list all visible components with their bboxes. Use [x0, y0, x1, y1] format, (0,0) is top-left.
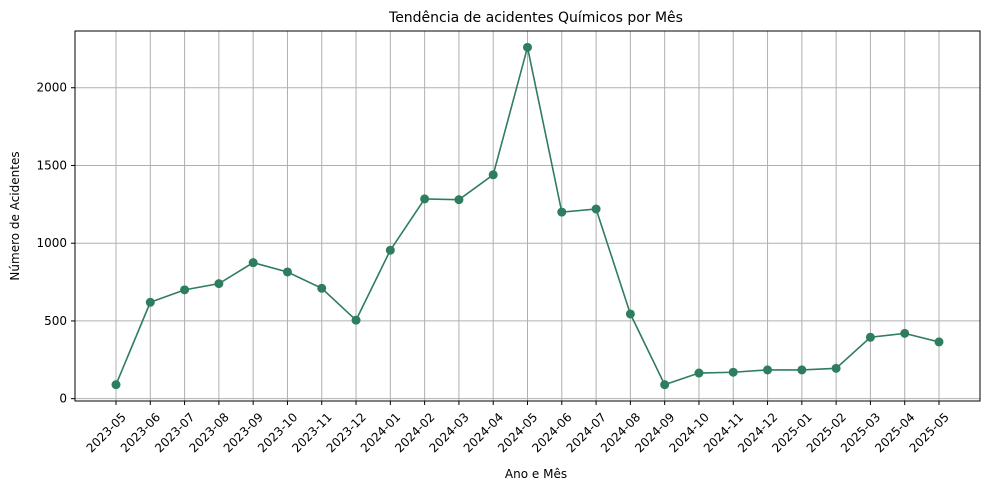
- data-point: [454, 195, 464, 205]
- data-point: [728, 367, 738, 377]
- y-tick-label: 0: [59, 392, 67, 406]
- data-point: [317, 283, 327, 293]
- data-point: [557, 207, 567, 217]
- axes: 2023-052023-062023-072023-082023-092023-…: [36, 81, 951, 456]
- y-tick-label: 1000: [36, 236, 67, 250]
- data-point: [797, 365, 807, 375]
- data-point: [145, 297, 155, 307]
- data-point: [248, 258, 258, 268]
- grid: [75, 31, 980, 401]
- y-tick-label: 2000: [36, 81, 67, 95]
- plot-frame: [74, 30, 981, 402]
- data-point: [523, 42, 532, 52]
- data-point: [282, 267, 292, 277]
- x-axis-label: Ano e Mês: [505, 467, 567, 481]
- data-point: [831, 363, 841, 373]
- y-tick-label: 1500: [36, 158, 67, 172]
- data-point: [111, 380, 121, 390]
- data-point: [488, 170, 498, 180]
- data-point: [214, 279, 224, 289]
- data-point: [694, 368, 704, 378]
- data-point: [385, 245, 395, 255]
- data-point: [900, 328, 910, 338]
- data-point: [351, 315, 361, 325]
- data-point: [763, 365, 773, 375]
- data-point: [934, 337, 944, 347]
- data-point: [180, 285, 190, 295]
- y-axis-label: Número de Acidentes: [8, 151, 22, 280]
- data-point: [591, 204, 601, 214]
- series-layer: [111, 42, 944, 390]
- y-tick-label: 500: [44, 314, 67, 328]
- data-point: [865, 332, 875, 342]
- chart-title: Tendência de acidentes Químicos por Mês: [388, 10, 683, 26]
- data-point: [660, 380, 670, 390]
- data-point: [625, 309, 635, 319]
- data-point: [420, 194, 430, 204]
